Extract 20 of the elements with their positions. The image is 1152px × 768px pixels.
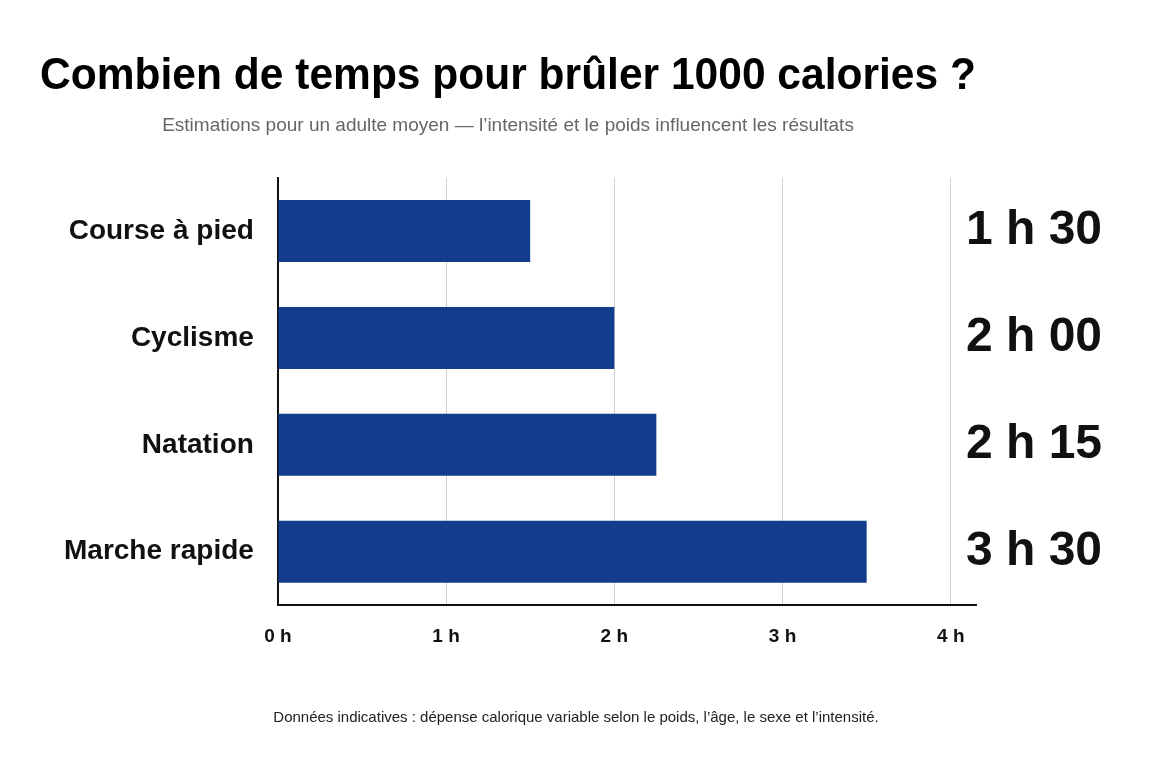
y-tick-label: Marche rapide — [63, 534, 254, 566]
x-tick-label: 4 h — [937, 624, 965, 646]
y-tick-label: Course à pied — [68, 213, 254, 245]
text: Données indicatives : dépense calorique variable selon le poids, l’âge, le sexe et l’intensité. — [273, 708, 879, 726]
data-label: 3 h 30 — [965, 521, 1103, 575]
y-tick-label: Cyclisme — [130, 320, 254, 352]
data-label: 1 h 30 — [965, 201, 1103, 255]
data-label: 2 h 15 — [965, 415, 1103, 469]
bar — [278, 306, 615, 369]
x-tick-label: 1 h — [432, 624, 460, 646]
bar — [278, 200, 531, 263]
x-tick-label: 0 h — [264, 624, 292, 646]
x-tick-label: 3 h — [768, 624, 797, 646]
x-tick-label: 2 h — [600, 624, 629, 646]
data-label: 2 h 00 — [965, 308, 1103, 362]
y-tick-label: Natation — [141, 427, 254, 459]
bar — [278, 520, 867, 583]
chart-subtitle: Estimations pour un adulte moyen — l’intensité et le poids influencent les résultats — [162, 114, 854, 136]
chart-title: Combien de temps pour brûler 1000 calories ? — [40, 48, 976, 98]
bar — [278, 413, 657, 476]
